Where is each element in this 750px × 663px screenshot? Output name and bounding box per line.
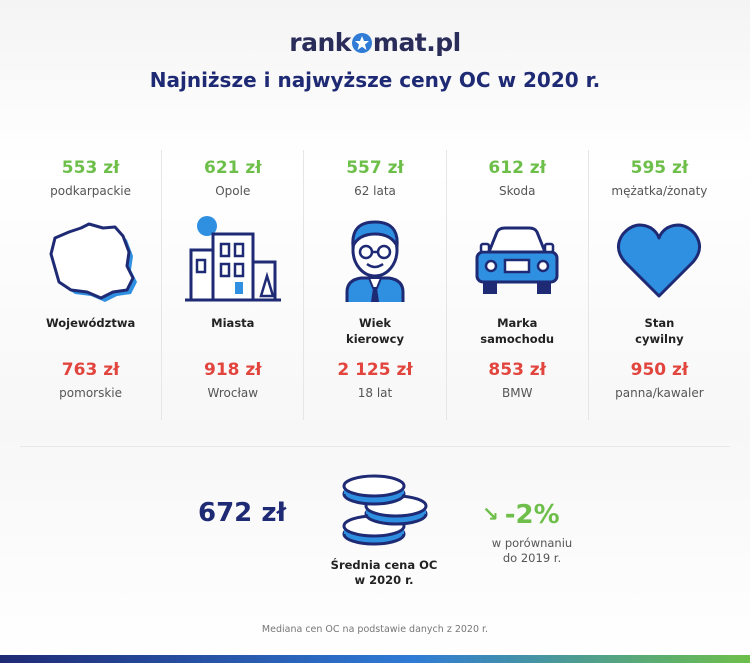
- arrow-down-right-icon: ↘: [482, 502, 499, 526]
- lowest-price-label: Opole: [215, 184, 251, 198]
- coins-stack-icon: [338, 468, 433, 553]
- change-label: w porównaniu do 2019 r.: [491, 536, 573, 565]
- footnote: Mediana cen OC na podstawie danych z 202…: [261, 624, 489, 635]
- lowest-price-label: podkarpackie: [50, 184, 132, 198]
- highest-price: 950 zł: [630, 360, 689, 380]
- category-label: Stan cywilny: [635, 316, 684, 346]
- logo-star-icon: [351, 33, 372, 53]
- lowest-price-label: 62 lata: [354, 184, 396, 198]
- lowest-price-label: mężatka/żonaty: [611, 184, 708, 198]
- highest-price-label: Wrocław: [207, 386, 259, 400]
- lowest-price: 612 zł: [488, 158, 547, 178]
- lowest-price: 621 zł: [204, 158, 262, 178]
- category-column-driver-age: 557 zł 62 lata Wiek kierowcy 2 125 zł 18 …: [304, 150, 447, 420]
- city-buildings-icon: [183, 212, 283, 307]
- average-price-label: Średnia cena OC w 2020 r.: [330, 558, 438, 587]
- lowest-price-label: Skoda: [498, 184, 536, 198]
- category-label: Wiek kierowcy: [346, 316, 404, 346]
- highest-price: 853 zł: [488, 360, 547, 380]
- highest-price: 763 zł: [61, 360, 120, 380]
- logo-text-start: rank: [289, 28, 351, 57]
- category-column-voivodeships: 553 zł podkarpackie Województwa 763 zł p…: [20, 150, 163, 420]
- category-column-marital-status: 595 zł mężatka/żonaty Stan cywilny 950 zł…: [589, 150, 730, 420]
- section-divider: [20, 446, 730, 447]
- highest-price: 918 zł: [204, 360, 262, 380]
- highest-price: 2 125 zł: [337, 360, 413, 380]
- average-price: 672 zł: [198, 498, 287, 528]
- lowest-price: 557 zł: [346, 158, 404, 178]
- highest-price-label: 18 lat: [357, 386, 393, 400]
- logo: rank mat.pl: [0, 28, 750, 57]
- car-front-icon: [467, 212, 567, 307]
- lowest-price: 595 zł: [630, 158, 689, 178]
- category-label: Miasta: [211, 316, 255, 330]
- page-title: Najniższe i najwyższe ceny OC w 2020 r.: [149, 68, 601, 92]
- category-column-car-brand: 612 zł Skoda Marka samochodu 853 zł BMW: [447, 150, 589, 420]
- category-label: Marka samochodu: [480, 316, 555, 346]
- highest-price-label: BMW: [501, 386, 533, 400]
- highest-price-label: pomorskie: [59, 386, 123, 400]
- bottom-gradient-bar: [0, 655, 750, 663]
- highest-price-label: panna/kawaler: [615, 386, 704, 400]
- poland-map-icon: [41, 212, 141, 307]
- logo-text-end: mat.pl: [372, 28, 461, 57]
- category-label: Województwa: [45, 316, 136, 330]
- categories-grid: 553 zł podkarpackie Województwa 763 zł p…: [20, 150, 730, 420]
- year-over-year-change: ↘ -2%: [482, 500, 560, 530]
- heart-icon: [609, 212, 709, 307]
- driver-face-icon: [325, 212, 425, 307]
- change-value: -2%: [504, 500, 560, 530]
- lowest-price: 553 zł: [61, 158, 120, 178]
- category-column-cities: 621 zł Opole Miasta 918 zł Wrocław: [162, 150, 305, 420]
